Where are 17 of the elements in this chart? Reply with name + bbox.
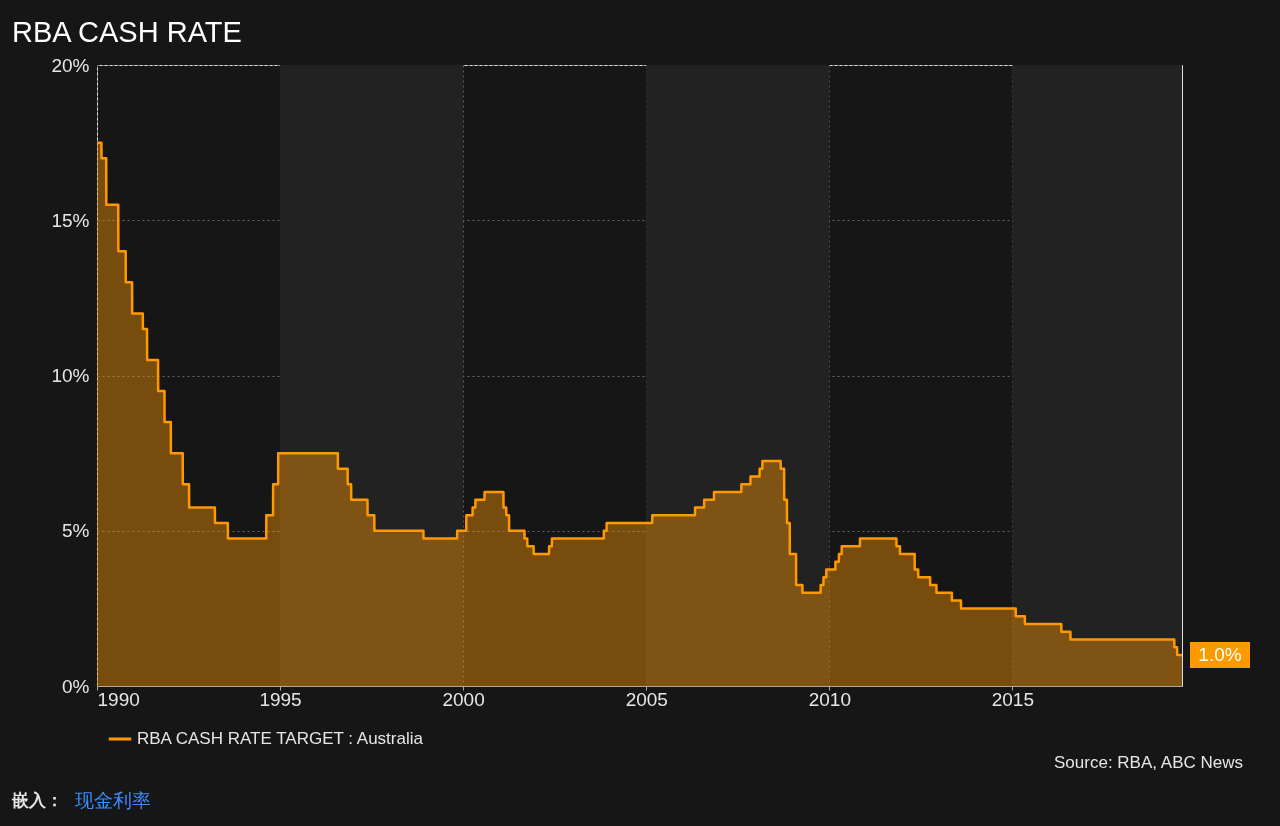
x-tick-label: 1995 bbox=[259, 688, 302, 710]
y-tick-label: 0% bbox=[62, 675, 90, 697]
text: 现金利率 bbox=[75, 790, 151, 811]
legend-label: RBA CASH RATE TARGET : Australia bbox=[137, 729, 424, 748]
text: 嵌入： bbox=[11, 791, 63, 810]
y-tick-label: 15% bbox=[51, 209, 90, 231]
x-tick-label: 2015 bbox=[991, 688, 1035, 710]
chart-title: RBA CASH RATE bbox=[12, 16, 242, 48]
y-tick-label: 20% bbox=[51, 54, 90, 76]
x-tick-label: 2010 bbox=[808, 688, 851, 710]
source-note: Source: RBA, ABC News bbox=[1054, 753, 1243, 772]
x-tick-label: 1990 bbox=[97, 688, 140, 710]
y-tick-label: 5% bbox=[62, 520, 90, 542]
x-tick-label: 2000 bbox=[442, 688, 485, 710]
y-tick-label: 10% bbox=[51, 365, 90, 386]
data-label: 1.0% bbox=[1198, 643, 1242, 665]
x-tick-label: 2005 bbox=[625, 688, 668, 710]
